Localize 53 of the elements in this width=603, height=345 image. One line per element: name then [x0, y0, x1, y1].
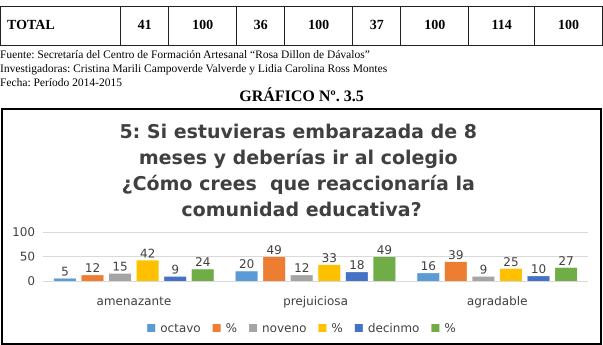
data-label: 9	[480, 262, 488, 277]
text: GRÁFICO Nº. 3.5	[238, 88, 365, 106]
bar	[417, 273, 440, 281]
data-label: 12	[294, 261, 310, 276]
data-label: 33	[322, 250, 337, 265]
y-tick-label: 50	[20, 250, 35, 264]
bar	[192, 269, 214, 281]
legend-label: %	[226, 321, 238, 335]
data-label: 5	[61, 264, 69, 279]
data-label: 15	[112, 260, 128, 274]
y-tick-label: 0	[27, 274, 35, 288]
data-label: 12	[84, 261, 100, 276]
bar	[373, 256, 396, 281]
legend-label: octavo	[160, 321, 201, 335]
data-label: 25	[503, 254, 519, 269]
bar	[164, 276, 186, 281]
bar	[444, 262, 467, 281]
text: Investigadoras: Cristina Marili Campoverde Valverde y Lidia Carolina Ross Montes	[0, 62, 388, 76]
data-label: 39	[448, 248, 464, 262]
text: TOTAL 41 100 36 100 37 100 114 100	[7, 18, 579, 33]
x-tick-label: prejuiciosa	[283, 294, 348, 308]
bar	[136, 260, 159, 281]
text: Fecha: Período 2014-2015	[0, 76, 122, 90]
bar	[236, 271, 258, 281]
data-label: 16	[420, 259, 436, 274]
bar	[500, 268, 522, 281]
legend-label: %	[444, 321, 456, 335]
legend-label: %	[331, 321, 343, 335]
data-label: 49	[266, 242, 282, 257]
chart-title: 5: Si estuvieras embarazada de 8 meses y deberías ir al colegio ¿Cómo crees que reaccionaría la comunidad educativa?	[119, 121, 484, 221]
bar	[81, 275, 104, 281]
bar	[346, 272, 368, 281]
bar	[290, 275, 313, 281]
source-note: Fuente: Secretaría del Centro de Formación Artesanal “Rosa Dillon de Dávalos”	[0, 48, 370, 62]
x-tick-label: agradable	[466, 294, 528, 308]
data-label: 10	[530, 262, 546, 276]
bar	[318, 264, 340, 281]
data-label: 27	[558, 254, 574, 268]
data-label: 24	[195, 255, 210, 270]
bar	[109, 274, 132, 281]
x-tick-label: amenazante	[96, 294, 172, 308]
bar	[555, 268, 578, 281]
bar	[263, 256, 286, 281]
bar	[527, 276, 550, 281]
bar	[472, 276, 494, 281]
data-label: 20	[238, 257, 254, 272]
data-label: 9	[171, 262, 179, 277]
data-label: 42	[140, 246, 156, 260]
legend-label: decinmo	[368, 321, 420, 335]
y-tick-label: 100	[12, 225, 35, 239]
data-label: 18	[349, 258, 364, 272]
data-label: 49	[376, 242, 392, 257]
legend-label: noveno	[262, 321, 306, 335]
